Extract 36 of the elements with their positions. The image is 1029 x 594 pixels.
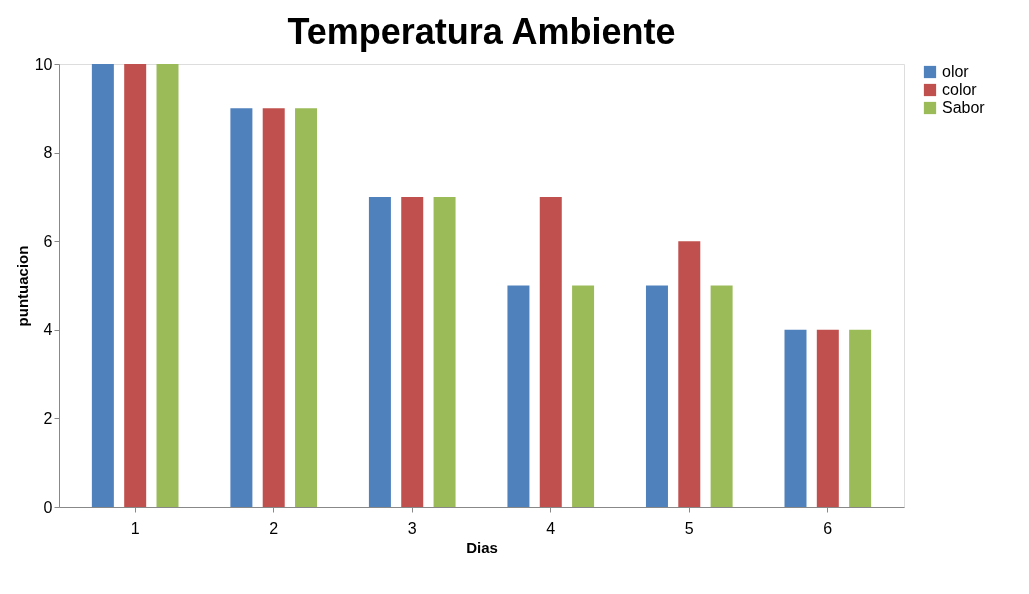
y-tick-label: 6: [43, 232, 53, 250]
bar: [645, 285, 668, 507]
bar: [262, 108, 285, 507]
x-tick-label: 5: [684, 519, 694, 537]
bar: [368, 196, 391, 507]
legend-label: color: [942, 81, 978, 98]
bar: [91, 64, 114, 507]
x-tick-label: 2: [269, 519, 279, 537]
y-tick-label: 10: [34, 55, 53, 73]
x-tick-label: 3: [407, 519, 417, 537]
y-tick-label: 8: [43, 144, 53, 162]
x-tick-label: 4: [546, 519, 556, 537]
bar: [849, 329, 872, 507]
bar: [156, 64, 179, 507]
bar: [784, 329, 807, 507]
bar: [816, 329, 839, 507]
bar: [572, 285, 595, 507]
x-axis-title: Dias: [466, 538, 498, 556]
x-tick-label: 6: [823, 519, 833, 537]
legend-label: olor: [942, 63, 970, 80]
y-axis-title: puntuacion: [13, 245, 31, 327]
y-tick-label: 0: [43, 498, 53, 516]
bar: [295, 108, 318, 507]
y-tick-label: 4: [43, 321, 53, 339]
bar: [507, 285, 530, 507]
bar: [539, 196, 562, 507]
bar: [124, 64, 147, 507]
y-tick-label: 2: [43, 409, 53, 427]
bar: [710, 285, 733, 507]
bar: [230, 108, 253, 507]
bar: [433, 196, 456, 507]
x-tick-label: 1: [130, 519, 140, 537]
bar: [401, 196, 424, 507]
bar: [678, 241, 701, 507]
legend-label: Sabor: [942, 99, 986, 116]
chart-title: Temperatura Ambiente: [287, 11, 676, 52]
